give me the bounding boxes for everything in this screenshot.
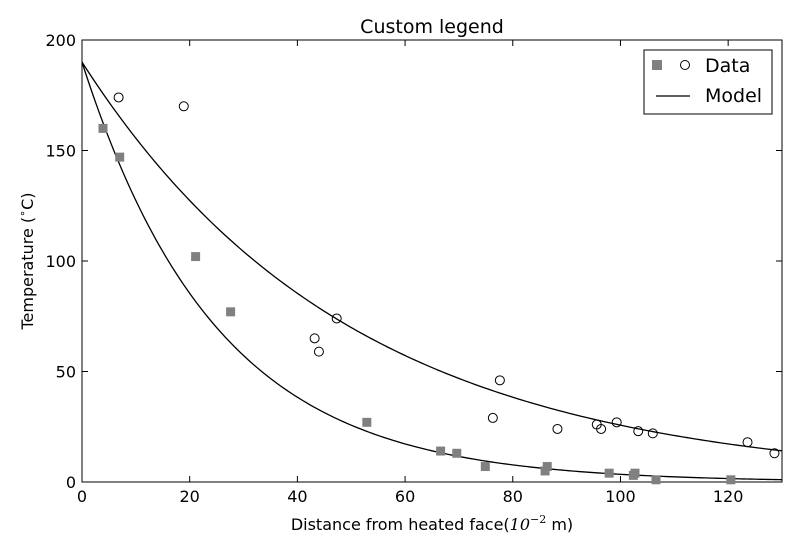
legend-frame bbox=[643, 49, 773, 115]
y-tick-label: 200 bbox=[45, 31, 76, 50]
data-point-square bbox=[542, 462, 552, 472]
data-point-circle bbox=[178, 101, 189, 112]
legend-data-square-marker bbox=[652, 60, 662, 70]
y-tick-label: 50 bbox=[56, 363, 76, 382]
data-point-square bbox=[630, 468, 640, 478]
data-point-square bbox=[651, 475, 661, 485]
data-point-circle bbox=[113, 92, 124, 103]
y-tick-label: 0 bbox=[66, 473, 76, 492]
data-point-square bbox=[226, 307, 236, 317]
legend-label-data: Data bbox=[705, 55, 750, 77]
model-curve-2 bbox=[81, 61, 783, 452]
legend: Data Model bbox=[643, 49, 773, 115]
legend-data-circle-marker bbox=[680, 60, 690, 70]
data-point-square bbox=[436, 446, 446, 456]
data-point-square bbox=[362, 417, 372, 427]
x-tick-label: 100 bbox=[605, 487, 636, 506]
data-point-circle bbox=[611, 417, 622, 428]
y-axis-label: Temperature (∘C) bbox=[16, 193, 37, 331]
data-point-square bbox=[452, 448, 462, 458]
x-axis-label: Distance from heated face(10−2 m) bbox=[291, 513, 573, 534]
data-point-circle bbox=[309, 333, 320, 344]
data-point-circle bbox=[647, 428, 658, 439]
data-point-square bbox=[191, 252, 201, 262]
data-point-square bbox=[115, 152, 125, 162]
data-point-square bbox=[604, 468, 614, 478]
x-tick-label: 60 bbox=[395, 487, 415, 506]
chart-title: Custom legend bbox=[360, 16, 504, 38]
data-point-circle bbox=[742, 437, 753, 448]
data-point-square bbox=[480, 462, 490, 472]
data-point-circle bbox=[313, 346, 324, 357]
y-tick-label: 150 bbox=[45, 142, 76, 161]
x-tick-label: 120 bbox=[713, 487, 744, 506]
data-point-square bbox=[726, 475, 736, 485]
x-tick-label: 0 bbox=[77, 487, 87, 506]
x-tick-label: 40 bbox=[287, 487, 307, 506]
legend-label-model: Model bbox=[705, 85, 762, 107]
data-point-circle bbox=[494, 375, 505, 386]
data-point-circle bbox=[552, 423, 563, 434]
data-point-circle bbox=[487, 412, 498, 423]
x-tick-label: 80 bbox=[503, 487, 523, 506]
data-point-circle bbox=[331, 313, 342, 324]
data-point-circle bbox=[596, 423, 607, 434]
data-point-square bbox=[98, 123, 108, 133]
y-tick-label: 100 bbox=[45, 252, 76, 271]
data-point-circle bbox=[633, 426, 644, 437]
data-point-circle bbox=[769, 448, 780, 459]
model-curve-3 bbox=[81, 61, 783, 481]
x-tick-label: 20 bbox=[180, 487, 200, 506]
